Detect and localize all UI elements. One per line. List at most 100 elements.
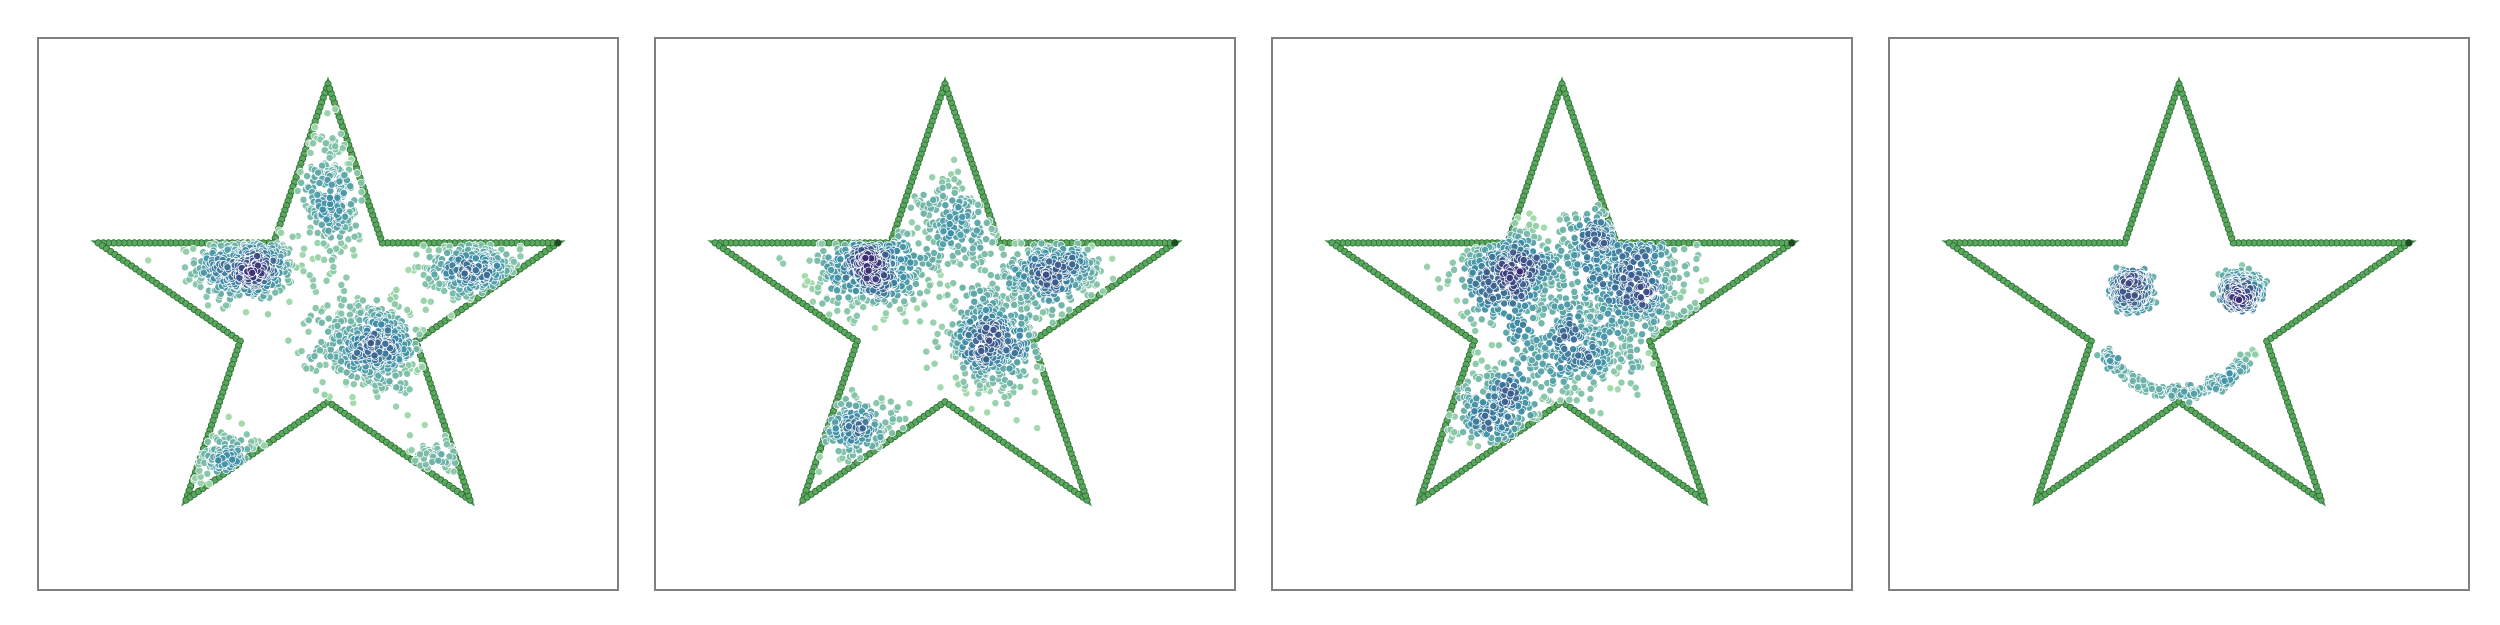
scatter-point [1556, 396, 1565, 405]
scatter-point [349, 380, 358, 389]
scatter-point [808, 297, 817, 306]
scatter-point [893, 403, 902, 412]
scatter-point [1030, 255, 1039, 264]
scatter-point [964, 331, 973, 339]
scatter-point [305, 228, 314, 237]
scatter-point [886, 397, 895, 406]
scatter-point [815, 467, 823, 476]
scatter-point [954, 203, 963, 212]
scatter-point [205, 479, 214, 488]
scatter-point [977, 346, 986, 355]
panel-frame [37, 37, 619, 591]
scatter-point [899, 424, 908, 433]
scatter-point [353, 348, 361, 357]
scatter-point [1473, 348, 1482, 357]
scatter-point [1613, 385, 1622, 394]
scatter-point [329, 263, 338, 271]
scatter-point [1702, 275, 1710, 284]
scatter-point [312, 386, 320, 395]
scatter-point [341, 212, 349, 221]
scatter-point [969, 262, 978, 270]
scatter-point [939, 227, 948, 236]
scatter-point [858, 293, 867, 302]
scatter-point [1068, 260, 1077, 269]
scatter-point [392, 402, 401, 411]
scatter-point [950, 155, 959, 164]
panel-1 [37, 37, 619, 591]
scatter-point [1474, 442, 1482, 451]
scatter-point [914, 239, 923, 248]
scatter-point [424, 274, 433, 283]
scatter-point [214, 456, 223, 465]
scatter-point [938, 322, 946, 331]
scatter-point [392, 285, 401, 294]
scatter-point [844, 293, 853, 302]
scatter-point [404, 265, 413, 274]
scatter-point [931, 337, 940, 346]
scatter-point [419, 296, 428, 305]
scatter-point [987, 224, 996, 233]
scatter-point [324, 327, 333, 336]
scatter-point [333, 321, 342, 330]
scatter-point [1649, 317, 1658, 326]
scatter-point [314, 168, 323, 177]
scatter-point [296, 168, 305, 176]
scatter-point [1494, 341, 1503, 350]
scatter-point [357, 196, 366, 205]
scatter-point [1499, 359, 1508, 368]
scatter-point [913, 304, 922, 313]
scatter-point [1537, 367, 1546, 376]
scatter-point [803, 277, 812, 286]
scatter-point [1003, 399, 1012, 408]
scatter-point [1006, 379, 1014, 388]
scatter-point [299, 267, 308, 276]
scatter-point [991, 399, 1000, 408]
scatter-point [1679, 280, 1688, 289]
scatter-point [949, 279, 958, 288]
scatter-point [1048, 318, 1057, 327]
scatter-point [1663, 260, 1672, 269]
scatter-point [1540, 392, 1549, 401]
scatter-point [1570, 383, 1579, 392]
scatter-point [895, 415, 904, 424]
scatter-point [1549, 376, 1557, 385]
scatter-point [449, 467, 458, 476]
scatter-point [502, 250, 511, 259]
scatter-point [981, 306, 990, 314]
scatter-point [1664, 319, 1673, 328]
scatter-point [833, 286, 841, 295]
scatter-point [403, 305, 412, 314]
scatter-point [916, 289, 924, 298]
scatter-point [405, 431, 414, 440]
scatter-point [881, 250, 890, 259]
scatter-point [1444, 277, 1452, 286]
scatter-point [315, 179, 324, 187]
scatter-point [1559, 225, 1567, 234]
scatter-point [916, 317, 924, 326]
scatter-point [248, 268, 257, 277]
scatter-point [412, 250, 421, 259]
scatter-point [1579, 369, 1588, 378]
scatter-point [1511, 219, 1520, 227]
scatter-point [1513, 345, 1521, 354]
scatter-point [1463, 308, 1472, 317]
scatter-point [322, 215, 331, 224]
scatter-point [1448, 258, 1457, 267]
scatter-point [320, 255, 329, 264]
scatter-point [858, 424, 867, 433]
scatter-point [888, 428, 896, 437]
scatter-point [335, 177, 344, 186]
scatter-point [1065, 305, 1074, 314]
scatter-point [411, 456, 420, 465]
boundary-point [325, 85, 334, 93]
scatter-point [1471, 327, 1480, 335]
scatter-point [878, 403, 887, 412]
scatter-point [196, 283, 205, 291]
scatter-point [1615, 363, 1624, 372]
scatter-point [928, 173, 937, 182]
scatter-point [1017, 319, 1026, 328]
scatter-point [919, 209, 928, 218]
scatter-point [305, 271, 314, 280]
scatter-point [953, 167, 962, 176]
scatter-point [805, 256, 814, 265]
